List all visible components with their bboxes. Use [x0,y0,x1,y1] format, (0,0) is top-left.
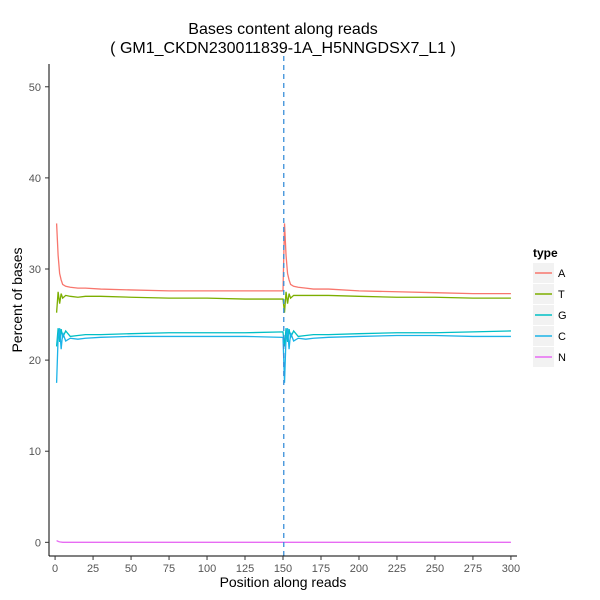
x-tick-label: 25 [87,563,99,575]
y-tick-label: 10 [29,446,41,458]
x-tick-label: 75 [163,563,175,575]
x-tick-label: 100 [198,563,216,575]
legend-label-G: G [558,310,567,322]
legend-label-C: C [558,331,566,343]
series-line-T [55,291,511,313]
x-tick-label: 250 [426,563,444,575]
plot-area [55,56,511,556]
x-tick-label: 225 [388,563,406,575]
chart-title: Bases content along reads [188,21,377,38]
legend-label-T: T [558,289,565,301]
legend-title: type [533,246,558,260]
series-line-C [55,328,511,383]
legend-label-A: A [558,268,566,280]
legend-label-N: N [558,352,566,364]
y-axis-label: Percent of bases [9,247,25,352]
x-tick-label: 50 [125,563,137,575]
chart-subtitle: ( GM1_CKDN230011839-1A_H5NNGDSX7_L1 ) [110,40,456,57]
x-tick-label: 0 [52,563,58,575]
x-tick-label: 275 [464,563,482,575]
x-axis-label: Position along reads [220,574,347,590]
x-tick-label: 175 [312,563,330,575]
y-tick-label: 50 [29,82,41,94]
x-tick-label: 200 [350,563,368,575]
x-tick-label: 150 [274,563,292,575]
x-tick-label: 125 [236,563,254,575]
x-tick-label: 300 [502,563,520,575]
y-tick-label: 0 [35,537,41,549]
y-tick-label: 30 [29,264,41,276]
x-axis-ticks: 0 25 50 75 100 125 150 175 200 225 250 275 300 [52,556,520,575]
y-tick-label: 40 [29,173,41,185]
y-axis-ticks: 0 10 20 30 40 50 [29,82,49,549]
y-tick-label: 20 [29,355,41,367]
series-line-N [56,539,511,543]
